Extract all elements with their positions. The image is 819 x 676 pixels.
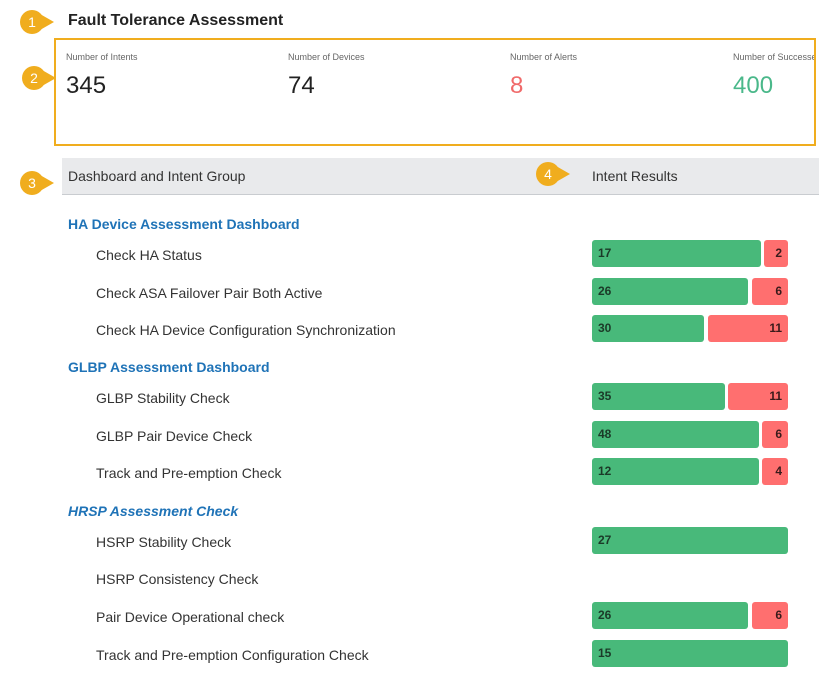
success-bar[interactable]: 15 xyxy=(592,640,788,667)
stat-value: 345 xyxy=(66,72,107,99)
group-ha-device-assessment[interactable]: HA Device Assessment Dashboard xyxy=(68,216,300,232)
success-bar[interactable]: 30 xyxy=(592,315,704,342)
stat-value: 400 xyxy=(733,72,774,99)
success-bar[interactable]: 27 xyxy=(592,527,788,554)
success-bar[interactable]: 48 xyxy=(592,421,759,448)
intent-row-label: Check ASA Failover Pair Both Active xyxy=(96,285,323,301)
callout-shape-icon xyxy=(20,171,54,195)
column-header-intent-results[interactable]: Intent Results xyxy=(592,168,678,184)
intent-row-label: Pair Device Operational check xyxy=(96,609,285,625)
intent-row-label: HSRP Consistency Check xyxy=(96,571,259,587)
failure-bar[interactable]: 11 xyxy=(708,315,788,342)
callout-marker-4: 4 xyxy=(536,162,570,186)
callout-number: 3 xyxy=(28,175,36,191)
failure-bar[interactable]: 6 xyxy=(752,602,788,629)
failure-bar[interactable]: 6 xyxy=(752,278,788,305)
stat-label: Number of Alerts xyxy=(510,52,578,62)
failure-bar[interactable]: 11 xyxy=(728,383,788,410)
stat-label: Number of Intents xyxy=(66,52,138,62)
callout-marker-1: 1 xyxy=(20,10,54,34)
group-glbp-assessment[interactable]: GLBP Assessment Dashboard xyxy=(68,359,270,375)
column-header-dashboard[interactable]: Dashboard and Intent Group xyxy=(68,168,246,184)
intent-row-label: Track and Pre-emption Configuration Chec… xyxy=(96,647,369,663)
stat-devices: Number of Devices 74 xyxy=(288,52,365,100)
stat-intents: Number of Intents 345 xyxy=(66,52,138,100)
failure-bar[interactable]: 2 xyxy=(764,240,788,267)
callout-marker-3: 3 xyxy=(20,171,54,195)
intent-row-label: GLBP Stability Check xyxy=(96,390,230,406)
callout-shape-icon xyxy=(536,162,570,186)
stat-alerts: Number of Alerts 8 xyxy=(510,52,577,100)
failure-bar[interactable]: 4 xyxy=(762,458,788,485)
callout-marker-2: 2 xyxy=(22,66,56,90)
success-bar[interactable]: 35 xyxy=(592,383,725,410)
intent-row-label: GLBP Pair Device Check xyxy=(96,428,253,444)
success-bar[interactable]: 17 xyxy=(592,240,761,267)
stat-value: 8 xyxy=(510,72,524,99)
group-hrsp-assessment[interactable]: HRSP Assessment Check xyxy=(68,503,239,519)
failure-bar[interactable]: 6 xyxy=(762,421,788,448)
success-bar[interactable]: 26 xyxy=(592,278,748,305)
callout-number: 4 xyxy=(544,166,552,182)
intent-row-label: Track and Pre-emption Check xyxy=(96,465,282,481)
intent-row-label: Check HA Status xyxy=(96,247,202,263)
callout-number: 1 xyxy=(28,14,36,30)
intent-row-label: Check HA Device Configuration Synchroniz… xyxy=(96,322,396,338)
stat-label: Number of Devices xyxy=(288,52,365,62)
results-table-header: Dashboard and Intent Group Intent Result… xyxy=(62,158,819,195)
stat-successes: Number of Successes 400 xyxy=(733,52,816,100)
success-bar[interactable]: 12 xyxy=(592,458,759,485)
callout-number: 2 xyxy=(30,70,38,86)
intent-row-label: HSRP Stability Check xyxy=(96,534,232,550)
stats-summary-panel: Number of Intents 345 Number of Devices … xyxy=(54,38,816,146)
callout-shape-icon xyxy=(22,66,56,90)
success-bar[interactable]: 26 xyxy=(592,602,748,629)
stat-value: 74 xyxy=(288,72,315,99)
stat-label: Number of Successes xyxy=(733,52,816,62)
callout-shape-icon xyxy=(20,10,54,34)
page-title: Fault Tolerance Assessment xyxy=(68,12,284,29)
